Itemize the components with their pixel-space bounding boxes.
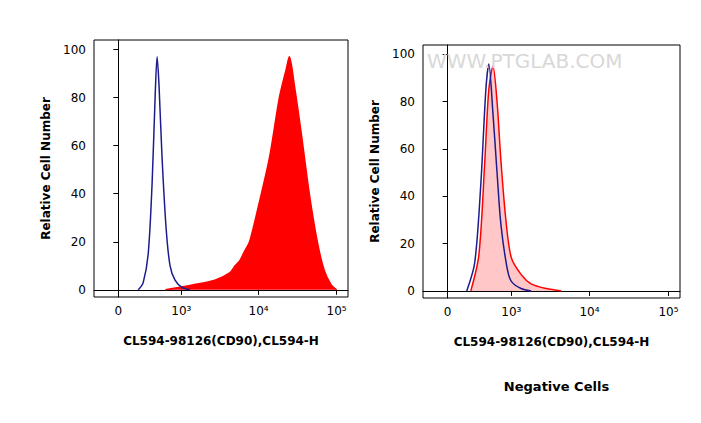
svg-text:100: 100 bbox=[392, 47, 415, 61]
svg-text:60: 60 bbox=[71, 139, 86, 153]
svg-text:10⁵: 10⁵ bbox=[658, 305, 678, 319]
svg-text:0: 0 bbox=[78, 283, 86, 297]
svg-text:10³: 10³ bbox=[171, 304, 191, 318]
svg-text:80: 80 bbox=[71, 91, 86, 105]
svg-text:0: 0 bbox=[407, 284, 415, 298]
svg-text:80: 80 bbox=[400, 95, 415, 109]
svg-text:40: 40 bbox=[400, 189, 415, 203]
svg-text:CL594-98126(CD90),CL594-H: CL594-98126(CD90),CL594-H bbox=[123, 334, 319, 348]
svg-text:10⁴: 10⁴ bbox=[248, 304, 268, 318]
svg-text:Relative Cell Number: Relative Cell Number bbox=[368, 100, 382, 243]
svg-text:100: 100 bbox=[63, 43, 86, 57]
svg-text:10³: 10³ bbox=[501, 305, 521, 319]
svg-text:WWW.PTGLAB.COM: WWW.PTGLAB.COM bbox=[427, 49, 623, 73]
svg-text:0: 0 bbox=[444, 305, 452, 319]
svg-text:Relative Cell Number: Relative Cell Number bbox=[39, 97, 53, 240]
svg-text:10⁵: 10⁵ bbox=[327, 304, 347, 318]
svg-text:20: 20 bbox=[71, 235, 86, 249]
svg-text:60: 60 bbox=[400, 142, 415, 156]
svg-text:40: 40 bbox=[71, 187, 86, 201]
svg-text:Negative Cells: Negative Cells bbox=[504, 379, 610, 394]
svg-text:CL594-98126(CD90),CL594-H: CL594-98126(CD90),CL594-H bbox=[454, 335, 650, 349]
svg-text:20: 20 bbox=[400, 237, 415, 251]
svg-text:0: 0 bbox=[115, 304, 123, 318]
svg-text:10⁴: 10⁴ bbox=[579, 305, 599, 319]
